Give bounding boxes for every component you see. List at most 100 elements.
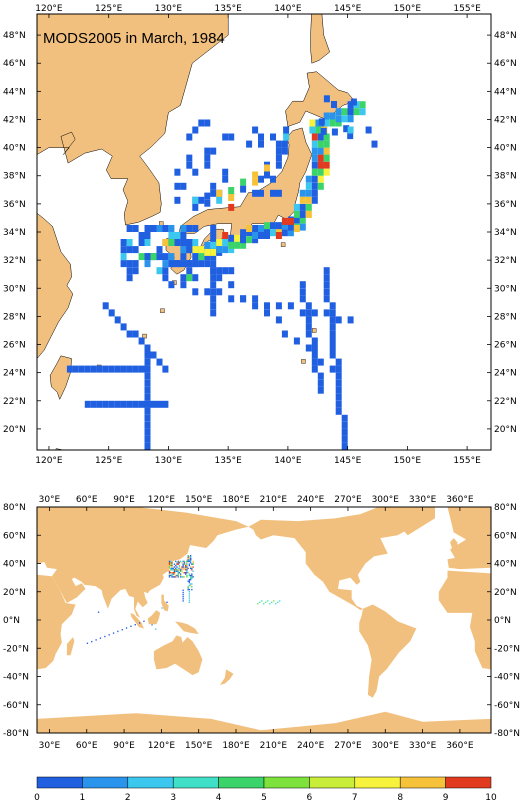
observation-cell [210,253,217,261]
observation-cell [187,572,189,574]
observation-cell [177,573,179,575]
observation-cell [305,182,312,190]
lat-label-right: -80°N [494,729,520,739]
colorbar-segment [263,776,310,789]
observation-cell [177,572,179,574]
observation-cell [138,239,145,246]
colorbar-label: 2 [125,793,131,803]
lon-label-bottom: 240°E [297,741,325,751]
observation-cell [173,569,176,571]
observation-cell [188,579,190,581]
land-hokkaido [285,71,356,127]
observation-cell [134,624,136,626]
lon-label-top: 135°E [214,4,242,14]
observation-cell [108,634,110,636]
observation-cell [335,407,342,415]
observation-cell [185,566,187,568]
observation-cell [173,576,176,578]
observation-cell [171,563,173,565]
lat-label-left: 20°N [3,588,26,598]
observation-cell [171,569,173,571]
lat-label-right: 24°N [494,369,517,379]
land-philippines [161,594,169,612]
observation-cell [156,225,163,232]
observation-cell [240,241,247,249]
observation-cell [126,225,133,232]
observation-cell [309,119,316,127]
observation-cell [222,246,229,254]
observation-cell [277,601,279,603]
colorbar-segment [82,776,129,789]
observation-cell [187,560,189,563]
lat-label-left: 0°N [3,616,20,626]
lat-label-left: 80°N [3,503,26,513]
observation-cell [335,393,342,401]
lat-label-left: 60°N [3,531,26,541]
observation-cell [186,569,188,571]
observation-cell [317,133,324,141]
observation-cell [222,267,229,275]
observation-cell [168,566,171,568]
observation-cell [174,168,181,176]
observation-cell [305,302,312,310]
observation-cell [177,570,179,572]
lon-label-bottom: 30°E [39,741,61,751]
observation-cell [240,229,247,237]
observation-cell [347,132,354,140]
observation-cell [228,187,235,194]
observation-cell [150,253,157,261]
lon-label-top: 360°E [446,495,474,505]
observation-cell [96,365,103,373]
observation-cell [204,147,211,155]
observation-cell [180,182,187,190]
colorbar-segment [354,776,401,789]
observation-cell [150,400,157,408]
observation-cell [168,253,175,261]
observation-cell [299,216,306,224]
observation-cell [305,175,312,183]
observation-cell [329,365,336,373]
observation-cell [371,140,378,148]
lat-label-right: 28°N [494,312,517,322]
observation-cell [190,579,192,581]
observation-cell [273,600,275,602]
observation-cell [299,288,306,296]
observation-cell [186,267,193,275]
observation-cell [162,400,169,408]
regional-ticks: 120°E 120°E 125°E 125°E 130°E 130°E 135°E 135°E… [3,4,517,466]
lat-label-left: 38°N [3,172,26,182]
observation-cell [172,573,174,575]
observation-cell [175,569,177,571]
observation-cell [240,185,247,193]
observation-cell [144,428,151,436]
observation-cell [222,133,229,141]
observation-cell [187,556,189,558]
observation-cell [170,574,172,577]
lat-label-left: 28°N [3,312,26,322]
observation-cell [114,400,121,408]
observation-cell [120,400,127,408]
observation-cell [192,253,199,261]
observation-cell [258,189,264,197]
observation-cell [287,229,294,237]
observation-cell [156,358,163,366]
observation-cell [299,281,306,289]
observation-cell [311,175,318,183]
observation-cell [183,572,186,574]
observation-cell [102,365,109,373]
lat-label-right: 60°N [494,531,517,541]
land-africa2 [438,570,491,670]
observation-cell [120,239,127,246]
observation-cell [252,302,259,310]
lat-label-left: -40°N [3,673,29,683]
observation-cell [192,570,194,572]
observation-cell [281,217,288,225]
observation-cell [210,260,217,268]
observation-cell [271,601,273,603]
observation-cell [186,563,188,565]
colorbar-label: 4 [216,793,222,803]
observation-cell [317,182,324,190]
lon-label-bottom: 360°E [446,741,474,751]
observation-cell [192,196,199,204]
observation-cell [175,576,177,578]
